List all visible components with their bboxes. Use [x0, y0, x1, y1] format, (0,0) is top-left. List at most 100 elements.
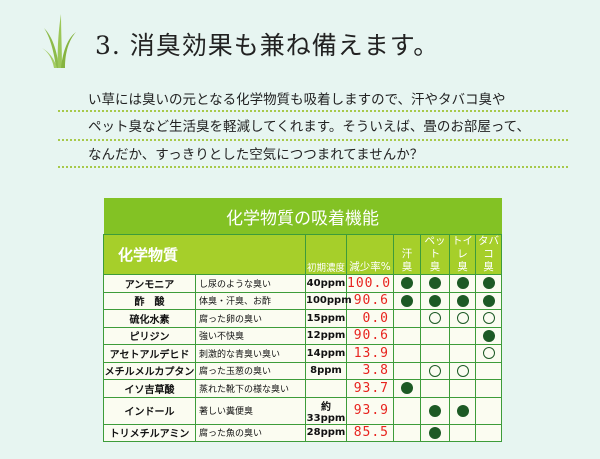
open-circle-icon: [482, 347, 495, 360]
odor-mark-cell: [420, 309, 450, 328]
filled-circle-icon: [429, 294, 441, 307]
substance-name: メチルメルカプタン: [103, 361, 196, 380]
odor-mark-cell: [449, 344, 476, 363]
reduction-rate: 13.9: [346, 344, 394, 363]
odor-description: 腐った玉葱の臭い: [195, 361, 306, 380]
odor-mark-cell: [393, 274, 421, 293]
reduction-rate: 93.7: [346, 379, 394, 398]
table-title: 化学物質の吸着機能: [103, 198, 502, 235]
odor-mark-cell: [449, 309, 476, 328]
adsorption-table: 化学物質の吸着機能 化学物質 初期濃度 減少率% 汗臭ペット臭トイレ臭タバコ臭 …: [103, 198, 502, 442]
header-concentration: 初期濃度: [305, 234, 347, 275]
substance-name: アンモニア: [103, 274, 196, 293]
initial-concentration: 100ppm: [305, 291, 352, 310]
table-row: トリメチルアミン 腐った魚の臭い 28ppm 85.5: [103, 423, 502, 442]
open-circle-icon: [482, 312, 495, 325]
odor-mark-cell: [393, 344, 421, 363]
odor-mark-cell: [449, 396, 476, 425]
odor-label: ペット: [424, 235, 446, 260]
open-circle-icon: [456, 312, 469, 325]
header-odor: タバコ臭: [475, 234, 502, 275]
odor-mark-cell: [475, 344, 502, 363]
reduction-rate: 0.0: [346, 309, 394, 328]
odor-suffix: 臭: [429, 261, 441, 273]
odor-mark-cell: [393, 361, 421, 380]
divider: [58, 166, 568, 168]
header-odor: 汗臭: [393, 234, 421, 275]
table-row: 酢 酸 体臭・汗臭、お酢 100ppm 90.6: [103, 291, 502, 310]
grass-icon: [42, 14, 76, 68]
odor-description: 体臭・汗臭、お酢: [195, 291, 306, 310]
initial-concentration: 12ppm: [305, 326, 347, 345]
table-row: アンモニア し尿のような臭い 40ppm 100.0: [103, 274, 502, 293]
paragraph-line: い草には臭いの元となる化学物質も吸着しますので、汗やタバコ臭や: [88, 92, 506, 108]
odor-mark-cell: [475, 423, 502, 442]
odor-mark-cell: [475, 274, 502, 293]
odor-mark-cell: [393, 326, 421, 345]
substance-name: 酢 酸: [103, 291, 196, 310]
filled-circle-icon: [482, 294, 495, 307]
odor-description: 刺激的な青臭い臭い: [195, 344, 306, 363]
reduction-rate: 90.6: [346, 291, 394, 310]
initial-concentration: 40ppm: [305, 274, 347, 293]
page-title: 3. 消臭効果も兼ね備えます。: [95, 31, 440, 60]
odor-mark-cell: [393, 379, 421, 398]
substance-name: イソ吉草酸: [103, 379, 196, 398]
reduction-rate: 90.6: [346, 326, 394, 345]
substance-name: 硫化水素: [103, 309, 196, 328]
odor-mark-cell: [475, 309, 502, 328]
table-row: インドール 著しい糞便臭 約33ppm 93.9: [103, 396, 502, 425]
paragraph-line: ペット臭など生活臭を軽減してくれます。そういえば、畳のお部屋って、: [88, 119, 530, 135]
odor-suffix: 臭: [401, 261, 413, 273]
reduction-rate: 3.8: [346, 361, 394, 380]
odor-mark-cell: [449, 423, 476, 442]
odor-mark-cell: [475, 396, 502, 425]
header-reduction: 減少率%: [346, 234, 394, 275]
open-circle-icon: [429, 312, 441, 325]
initial-concentration: 約33ppm: [305, 396, 347, 425]
divider: [58, 110, 568, 112]
odor-description: 著しい糞便臭: [195, 396, 306, 425]
paragraph-line: なんだか、すっきりとした空気につつまれてませんか？: [88, 147, 424, 163]
odor-mark-cell: [449, 291, 476, 310]
odor-label: 汗: [401, 248, 413, 260]
filled-circle-icon: [429, 426, 441, 439]
filled-circle-icon: [456, 404, 469, 417]
filled-circle-icon: [482, 329, 495, 342]
odor-suffix: 臭: [457, 261, 468, 273]
odor-description: 腐った卵の臭い: [195, 309, 306, 328]
initial-concentration: 28ppm: [305, 423, 347, 442]
filled-circle-icon: [401, 382, 413, 395]
odor-mark-cell: [420, 291, 450, 310]
odor-label: トイレ: [452, 235, 473, 260]
table-row: メチルメルカプタン 腐った玉葱の臭い 8ppm 3.8: [103, 361, 502, 380]
table-row: ピリジン 強い不快臭 12ppm 90.6: [103, 326, 502, 345]
reduction-rate: 85.5: [346, 423, 394, 442]
substance-name: ピリジン: [103, 326, 196, 345]
initial-concentration: 15ppm: [305, 309, 347, 328]
table-row: イソ吉草酸 蒸れた靴下の様な臭い 93.7: [103, 379, 502, 398]
odor-mark-cell: [475, 326, 502, 345]
odor-mark-cell: [393, 291, 421, 310]
odor-mark-cell: [449, 361, 476, 380]
odor-mark-cell: [449, 379, 476, 398]
reduction-rate: 93.9: [346, 396, 394, 425]
header-substance: 化学物質: [103, 234, 306, 275]
table-row: 硫化水素 腐った卵の臭い 15ppm 0.0: [103, 309, 502, 328]
odor-mark-cell: [475, 361, 502, 380]
odor-mark-cell: [420, 344, 450, 363]
initial-concentration: 14ppm: [305, 344, 347, 363]
odor-mark-cell: [393, 309, 421, 328]
filled-circle-icon: [401, 294, 413, 307]
odor-description: 強い不快臭: [195, 326, 306, 345]
odor-mark-cell: [420, 379, 450, 398]
filled-circle-icon: [429, 277, 441, 290]
odor-description: 腐った魚の臭い: [195, 423, 306, 442]
odor-mark-cell: [449, 326, 476, 345]
odor-mark-cell: [420, 423, 450, 442]
odor-mark-cell: [420, 396, 450, 425]
open-circle-icon: [456, 364, 469, 377]
odor-mark-cell: [393, 396, 421, 425]
filled-circle-icon: [429, 404, 441, 417]
substance-name: トリメチルアミン: [103, 423, 196, 442]
